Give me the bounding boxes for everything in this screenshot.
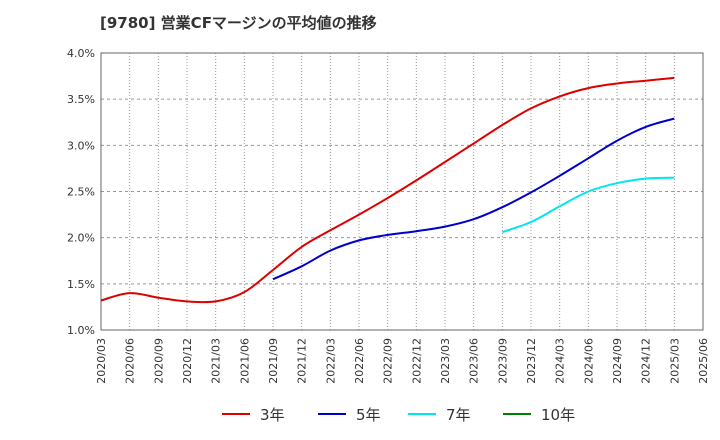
x-tick-label: 2024/06: [582, 338, 595, 384]
series-line-1: [100, 76, 675, 304]
y-tick-label: 2.5%: [67, 186, 95, 199]
x-tick-label: 2023/06: [468, 338, 481, 384]
x-tick-label: 2024/09: [611, 338, 624, 384]
x-tick-label: 2021/12: [296, 338, 309, 384]
legend-label: 3年: [260, 405, 285, 424]
series-line-3: [501, 176, 675, 234]
legend-label: 5年: [356, 405, 381, 424]
x-tick-label: 2022/06: [353, 338, 366, 384]
x-tick-label: 2020/09: [152, 338, 165, 384]
x-tick-label: 2023/09: [496, 338, 509, 384]
y-tick-label: 4.0%: [67, 47, 95, 60]
legend: 3年 5年 7年 10年: [0, 402, 720, 426]
line-chart: 1.0% 1.5% 2.0% 2.5% 3.0% 3.5% 4.0% 2020/03 2020/…: [67, 47, 710, 384]
x-tick-label: 2023/03: [439, 338, 452, 384]
legend-label: 7年: [446, 405, 471, 424]
legend-swatch: [503, 413, 531, 415]
x-tick-label: 2022/09: [382, 338, 395, 384]
y-tick-label: 1.5%: [67, 278, 95, 291]
x-tick-label: 2024/12: [640, 338, 653, 384]
x-tick-label: 2021/06: [238, 338, 251, 384]
x-tick-label: 2021/09: [267, 338, 280, 384]
y-tick-label: 2.0%: [67, 232, 95, 245]
x-tick-label: 2024/03: [554, 338, 567, 384]
chart-title: [9780] 営業CFマージンの平均値の推移: [100, 14, 377, 32]
x-tick-label: 2025/06: [697, 338, 710, 384]
legend-swatch: [318, 413, 346, 415]
x-tick-label: 2023/12: [525, 338, 538, 384]
x-tick-label: 2021/03: [210, 338, 223, 384]
plot-frame: [100, 52, 704, 331]
x-tick-label: 2022/12: [410, 338, 423, 384]
legend-item: 5年: [318, 402, 381, 426]
series-line-2: [272, 117, 675, 281]
legend-item: 3年: [222, 402, 285, 426]
legend-item: 7年: [408, 402, 471, 426]
x-tick-label: 2020/12: [181, 338, 194, 384]
y-tick-label: 3.0%: [67, 139, 95, 152]
legend-item: 10年: [503, 402, 575, 426]
x-tick-label: 2020/03: [95, 338, 108, 384]
legend-swatch: [222, 413, 250, 415]
legend-swatch: [408, 413, 436, 415]
legend-label: 10年: [541, 405, 576, 424]
x-tick-label: 2020/06: [124, 338, 137, 384]
y-tick-label: 3.5%: [67, 93, 95, 106]
x-tick-label: 2025/03: [668, 338, 681, 384]
x-tick-label: 2022/03: [324, 338, 337, 384]
y-tick-label: 1.0%: [67, 324, 95, 337]
